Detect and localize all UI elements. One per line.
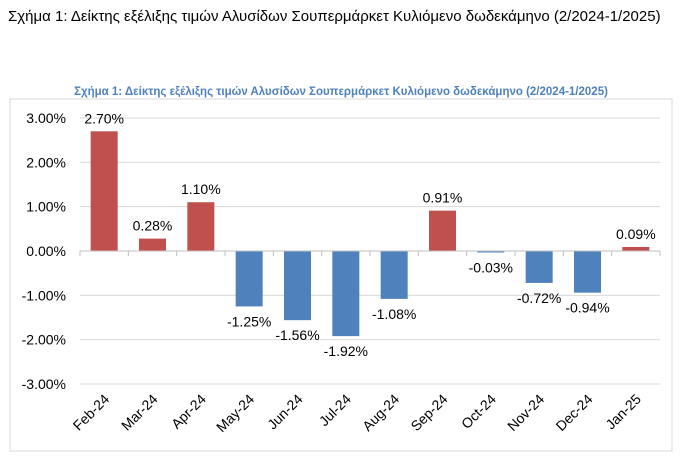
bar-may-24 [235, 251, 263, 307]
x-tick-label: Jun-24 [264, 391, 306, 433]
data-label: 0.09% [616, 226, 656, 242]
chart-border [9, 98, 673, 452]
y-tick-label: -1.00% [22, 287, 66, 303]
data-label: -1.56% [275, 327, 319, 343]
data-label: -1.08% [372, 306, 416, 322]
x-tick-label: Jul-24 [316, 391, 354, 429]
x-tick-label: Nov-24 [504, 391, 547, 434]
x-tick-label: May-24 [213, 391, 257, 435]
x-tick-label: Feb-24 [70, 391, 113, 434]
x-tick-label: Aug-24 [359, 391, 402, 434]
y-tick-label: 3.00% [26, 110, 66, 126]
y-tick-label: 2.00% [26, 154, 66, 170]
data-label: -1.25% [227, 313, 271, 329]
y-tick-label: -3.00% [22, 376, 66, 392]
y-tick-label: 0.00% [26, 243, 66, 259]
bar-sep-24 [429, 210, 456, 251]
data-label: 0.91% [423, 190, 463, 206]
x-tick-label: Apr-24 [168, 391, 209, 432]
x-tick-label: Jan-25 [602, 391, 644, 433]
data-label: -0.72% [517, 290, 561, 306]
data-label: -1.92% [324, 343, 368, 359]
figure-heading: Σχήμα 1: Δείκτης εξέλιξης τιμών Αλυσίδων… [8, 8, 661, 25]
data-label: 0.28% [133, 218, 173, 234]
bar-mar-24 [139, 238, 166, 251]
bar-aug-24 [380, 251, 408, 299]
bar-feb-24 [90, 131, 118, 251]
bar-jan-25 [622, 247, 650, 251]
bar-apr-24 [187, 202, 215, 251]
data-label: -0.03% [469, 259, 513, 275]
bar-nov-24 [525, 251, 553, 283]
chart-title: Σχήμα 1: Δείκτης εξέλιξης τιμών Αλυσίδων… [74, 86, 608, 98]
x-tick-label: Sep-24 [407, 391, 450, 434]
x-tick-label: Oct-24 [458, 391, 499, 432]
bar-dec-24 [574, 251, 601, 293]
y-tick-label: 1.00% [26, 199, 66, 215]
bar-jul-24 [332, 251, 360, 337]
y-tick-label: -2.00% [22, 332, 66, 348]
data-label: 2.70% [84, 110, 124, 126]
bar-oct-24 [477, 251, 505, 253]
data-label: -0.94% [565, 300, 609, 316]
bar-jun-24 [284, 251, 311, 321]
x-tick-label: Mar-24 [118, 391, 161, 434]
x-tick-label: Dec-24 [552, 391, 595, 434]
data-label: 1.10% [181, 181, 221, 197]
